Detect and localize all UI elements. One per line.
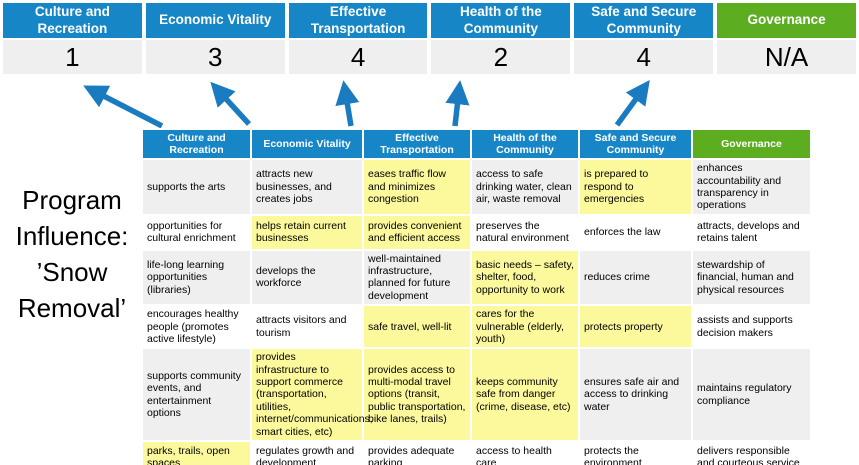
priority-header-economic-vitality: Economic Vitality xyxy=(145,3,285,38)
priority-header-effective-transportation: Effective Transportation xyxy=(288,3,428,38)
priority-score-culture-recreation: 1 xyxy=(3,40,142,74)
table-row: Culture and Recreation Economic Vitality E… xyxy=(143,130,810,159)
matrix-cell: assists and supports decision makers xyxy=(693,306,810,348)
matrix-cell: stewardship of financial, human and phys… xyxy=(693,250,810,305)
matrix-cell: encourages healthy people (promotes acti… xyxy=(143,306,250,348)
priority-column-economic-vitality: Economic Vitality 3 xyxy=(145,3,285,74)
priority-header-safe-secure-community: Safe and Secure Community xyxy=(574,3,714,38)
matrix-cell-highlighted: provides convenient and efficient access xyxy=(364,215,470,249)
up-left-arrow-icon xyxy=(83,85,164,129)
matrix-cell: attracts, develops and retains talent xyxy=(693,215,810,249)
matrix-cell-highlighted: provides infrastructure to support comme… xyxy=(252,349,373,440)
matrix-cell-highlighted: basic needs – safety, shelter, food, opp… xyxy=(472,250,578,305)
matrix-cell: develops the workforce xyxy=(252,250,362,305)
matrix-cell: ensures safe air and access to drinking … xyxy=(580,349,691,440)
matrix-column-header: Effective Transportation xyxy=(364,130,470,159)
matrix-cell: attracts visitors and tourism xyxy=(252,306,362,348)
matrix-cell: access to safe drinking water, clean air… xyxy=(472,160,578,214)
up-left-arrow-icon xyxy=(210,81,252,126)
matrix-column-header: Economic Vitality xyxy=(252,130,362,159)
matrix-cell: enforces the law xyxy=(580,215,691,249)
influence-matrix: Culture and Recreation Economic Vitality E… xyxy=(141,128,812,465)
matrix-cell-highlighted: eases traffic flow and minimizes congest… xyxy=(364,160,470,214)
arrow-layer xyxy=(0,78,859,130)
matrix-column-header: Safe and Secure Community xyxy=(580,130,691,159)
matrix-cell-highlighted: helps retain current businesses xyxy=(252,215,362,249)
matrix-cell: life-long learning opportunities (librar… xyxy=(143,250,250,305)
matrix-cell: reduces crime xyxy=(580,250,691,305)
up-arrow-icon xyxy=(335,80,360,127)
table-row: encourages healthy people (promotes acti… xyxy=(143,306,810,348)
priority-column-culture-recreation: Culture and Recreation 1 xyxy=(3,3,142,74)
priority-score-effective-transportation: 4 xyxy=(288,40,428,74)
table-row: supports the arts attracts new businesses… xyxy=(143,160,810,214)
matrix-cell-highlighted: protects property xyxy=(580,306,691,348)
matrix-cell-highlighted: safe travel, well-lit xyxy=(364,306,470,348)
priority-scoreboard: Culture and Recreation 1 Economic Vitali… xyxy=(3,3,856,74)
matrix-cell: enhances accountability and transparency… xyxy=(693,160,810,214)
matrix-cell-highlighted: provides access to multi-modal travel op… xyxy=(364,349,470,440)
priority-header-health-community: Health of the Community xyxy=(431,3,571,38)
matrix-cell: protects the environment xyxy=(580,441,691,465)
matrix-cell-highlighted: is prepared to respond to emergencies xyxy=(580,160,691,214)
table-row: supports community events, and entertain… xyxy=(143,349,810,440)
table-row: life-long learning opportunities (librar… xyxy=(143,250,810,305)
matrix-body: supports the arts attracts new businesses… xyxy=(143,160,810,465)
matrix-cell-highlighted: keeps community safe from danger (crime,… xyxy=(472,349,578,440)
matrix-cell: attracts new businesses, and creates job… xyxy=(252,160,362,214)
table-row: opportunities for cultural enrichment hel… xyxy=(143,215,810,249)
matrix-cell: supports the arts xyxy=(143,160,250,214)
up-right-arrow-icon xyxy=(614,80,650,127)
priority-column-governance: Governance N/A xyxy=(717,3,856,74)
matrix-cell: regulates growth and development xyxy=(252,441,362,465)
matrix-cell: provides adequate parking xyxy=(364,441,470,465)
priority-header-culture-recreation: Culture and Recreation xyxy=(3,3,142,38)
arrows-svg xyxy=(83,80,650,129)
matrix-column-header: Governance xyxy=(693,130,810,159)
matrix-cell-highlighted: cares for the vulnerable (elderly, youth… xyxy=(472,306,578,348)
matrix-cell: preserves the natural environment xyxy=(472,215,578,249)
matrix-column-header: Culture and Recreation xyxy=(143,130,250,159)
matrix-cell: maintains regulatory compliance xyxy=(693,349,810,440)
matrix-header-row: Culture and Recreation Economic Vitality E… xyxy=(143,130,810,159)
program-influence-title: Program Influence: ’Snow Removal’ xyxy=(15,185,129,323)
table-row: parks, trails, open spaces regulates grow… xyxy=(143,441,810,465)
matrix-cell: well-maintained infrastructure, planned … xyxy=(364,250,470,305)
priority-column-effective-transportation: Effective Transportation 4 xyxy=(288,3,428,74)
priority-score-safe-secure-community: 4 xyxy=(574,40,714,74)
priority-header-governance: Governance xyxy=(717,3,856,38)
matrix-column-header: Health of the Community xyxy=(472,130,578,159)
priority-column-health-community: Health of the Community 2 xyxy=(431,3,571,74)
matrix-cell: delivers responsible and courteous servi… xyxy=(693,441,810,465)
up-arrow-icon xyxy=(445,80,470,127)
priority-score-governance: N/A xyxy=(717,40,856,74)
priority-score-economic-vitality: 3 xyxy=(145,40,285,74)
matrix-cell-highlighted: parks, trails, open spaces xyxy=(143,441,250,465)
matrix-cell: access to health care xyxy=(472,441,578,465)
matrix-cell: opportunities for cultural enrichment xyxy=(143,215,250,249)
matrix-cell: supports community events, and entertain… xyxy=(143,349,250,440)
priority-column-safe-secure-community: Safe and Secure Community 4 xyxy=(574,3,714,74)
priority-score-health-community: 2 xyxy=(431,40,571,74)
